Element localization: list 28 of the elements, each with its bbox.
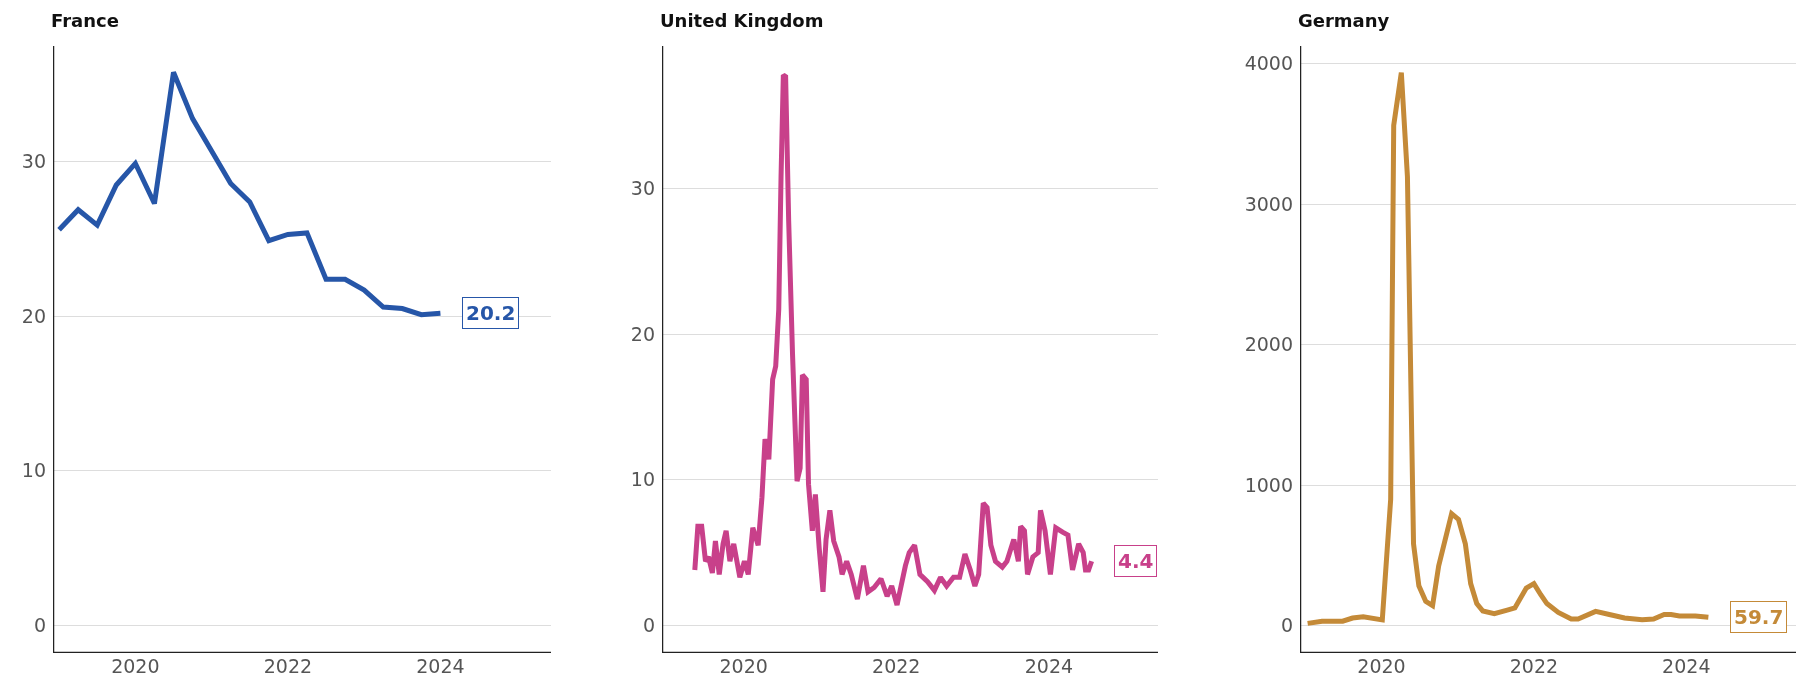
y-tick-label: 1000: [1244, 473, 1293, 496]
y-tick-label: 20: [630, 322, 655, 345]
x-tick-label: 2022: [263, 655, 313, 677]
chart-title: United Kingdom: [660, 10, 824, 31]
x-tick-label: 2022: [872, 655, 921, 677]
x-tick-label: 2024: [1024, 655, 1074, 677]
y-tick-label: 30: [630, 177, 655, 200]
y-tick-label: 0: [1280, 614, 1293, 637]
annotation: 59.7: [1734, 605, 1784, 629]
y-tick-label: 10: [630, 468, 655, 491]
x-tick-label: 2020: [1357, 655, 1406, 677]
y-tick-label: 30: [21, 150, 46, 173]
y-tick-label: 3000: [1244, 192, 1293, 215]
y-tick-label: 0: [33, 613, 46, 636]
chart-title: Germany: [1298, 10, 1390, 31]
x-tick-label: 2020: [719, 655, 768, 677]
annotation: 20.2: [466, 301, 516, 325]
y-tick-label: 4000: [1244, 52, 1293, 75]
annotation: 4.4: [1118, 549, 1154, 573]
x-tick-label: 2022: [1509, 655, 1559, 677]
y-tick-label: 10: [21, 459, 46, 482]
chart-title: France: [51, 10, 119, 31]
x-tick-label: 2024: [416, 655, 465, 677]
y-tick-label: 0: [642, 613, 655, 636]
y-tick-label: 2000: [1244, 333, 1293, 356]
x-tick-label: 2020: [111, 655, 160, 677]
x-tick-label: 2024: [1662, 655, 1711, 677]
y-tick-label: 20: [21, 304, 46, 327]
